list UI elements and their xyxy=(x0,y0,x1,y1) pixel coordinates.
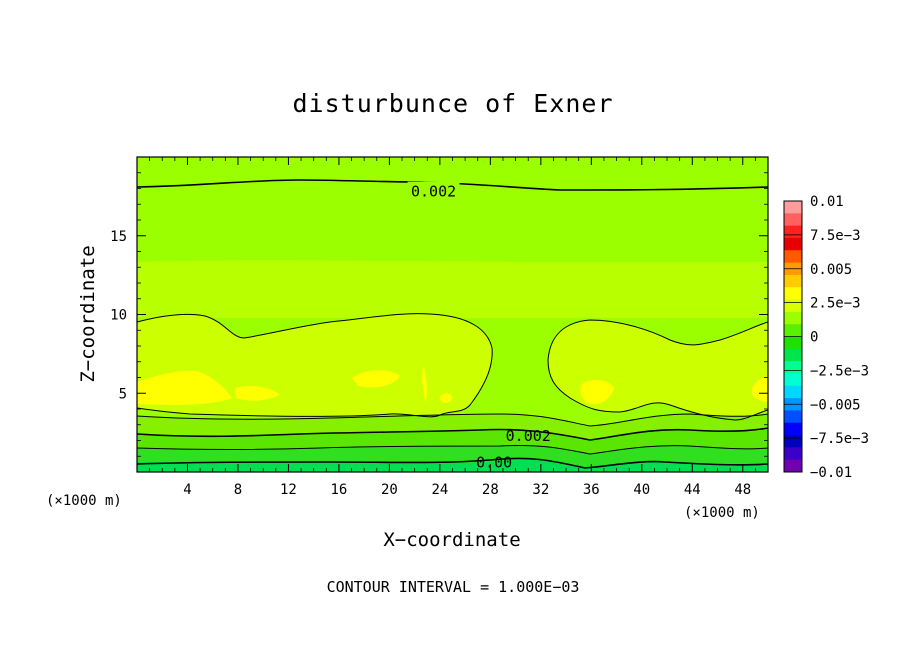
field-max-2 xyxy=(235,386,280,401)
colorbar-swatch xyxy=(784,287,802,300)
colorbar-swatch xyxy=(784,311,802,325)
contour-lines xyxy=(137,179,768,469)
field-max-1 xyxy=(137,370,232,405)
x-axis-unit-left: (×1000 m) xyxy=(46,493,122,509)
x-axis-unit-right: (×1000 m) xyxy=(684,505,760,521)
colorbar-swatch xyxy=(784,410,802,424)
x-tick-label: 20 xyxy=(381,482,398,498)
colorbar-label: 0.01 xyxy=(810,194,844,210)
colorbar-label: 2.5e−3 xyxy=(810,296,861,312)
contour-low-0002 xyxy=(137,427,768,441)
y-tick-label: 10 xyxy=(110,308,127,324)
colorbar-swatch xyxy=(784,213,802,227)
field-max-5 xyxy=(440,393,452,403)
colorbar-swatch xyxy=(784,201,802,214)
x-tick-label: 12 xyxy=(280,482,297,498)
contour-low-1 xyxy=(137,413,768,427)
contour-mid-right xyxy=(547,319,768,421)
contour-interval-note: CONTOUR INTERVAL = 1.000E−03 xyxy=(327,578,580,596)
x-tick-label: 32 xyxy=(532,482,549,498)
field-fill xyxy=(137,157,768,472)
x-tick-label: 24 xyxy=(431,482,448,498)
colorbar-swatch xyxy=(784,447,802,461)
contour-mid-left xyxy=(137,313,493,418)
colorbar-label: 0.005 xyxy=(810,262,852,278)
x-tick-label: 8 xyxy=(234,482,242,498)
x-tick-label: 4 xyxy=(183,482,191,498)
contour-label: 0.00 xyxy=(476,454,512,472)
y-axis-ticks: 5 10 15 xyxy=(110,172,768,457)
colorbar-swatch xyxy=(784,373,802,387)
y-tick-label: 5 xyxy=(119,386,127,402)
x-axis-label: X−coordinate xyxy=(383,529,520,551)
colorbar-label: −0.005 xyxy=(810,397,861,413)
field-max-4 xyxy=(422,366,427,402)
chart-title: disturbunce of Exner xyxy=(292,89,613,118)
x-tick-label: 40 xyxy=(633,482,650,498)
field-band xyxy=(137,260,768,318)
x-tick-label: 44 xyxy=(684,482,701,498)
colorbar-swatch xyxy=(784,274,802,288)
colorbar-swatch xyxy=(784,237,802,251)
colorbar-label: −0.01 xyxy=(810,465,852,481)
field-max-6 xyxy=(580,379,614,405)
contour-label: 0.002 xyxy=(411,183,456,201)
colorbar-label: 7.5e−3 xyxy=(810,228,861,244)
contour-label: 0.002 xyxy=(506,427,551,445)
contour-low-3 xyxy=(137,444,768,455)
x-tick-label: 28 xyxy=(482,482,499,498)
x-tick-label: 16 xyxy=(330,482,347,498)
colorbar-swatch xyxy=(784,422,802,436)
field-max-7 xyxy=(751,376,768,402)
y-tick-label: 15 xyxy=(110,229,127,245)
colorbar-swatch xyxy=(784,250,802,263)
x-axis-ticks: 4 8 12 16 20 24 28 32 36 40 44 48 xyxy=(149,157,756,498)
colorbar-label: −7.5e−3 xyxy=(810,431,869,447)
contour-zero xyxy=(137,457,768,469)
colorbar-swatch xyxy=(784,435,802,448)
y-axis-label: Z−coordinate xyxy=(77,245,99,382)
colorbar-labels: 0.01 7.5e−3 0.005 2.5e−3 0 −2.5e−3 −0.005 −7.5e… xyxy=(784,194,869,481)
field-low-4 xyxy=(137,460,768,472)
colorbar-swatch xyxy=(784,324,802,337)
colorbar-swatch xyxy=(784,385,802,399)
colorbar-swatch xyxy=(784,348,802,362)
field-max-3 xyxy=(352,370,400,388)
colorbar-label: 0 xyxy=(810,330,818,346)
colorbar-swatch xyxy=(784,459,802,473)
contour-labels: 0.002 0.002 0.00 xyxy=(407,181,551,472)
colorbar-swatch xyxy=(784,225,802,239)
colorbar-swatch xyxy=(784,361,802,374)
colorbar-swatch xyxy=(784,299,802,313)
colorbar-label: −2.5e−3 xyxy=(810,363,869,379)
x-tick-label: 48 xyxy=(734,482,751,498)
contour-label-bg xyxy=(407,181,460,200)
colorbar-swatch xyxy=(784,336,802,350)
x-tick-label: 36 xyxy=(583,482,600,498)
